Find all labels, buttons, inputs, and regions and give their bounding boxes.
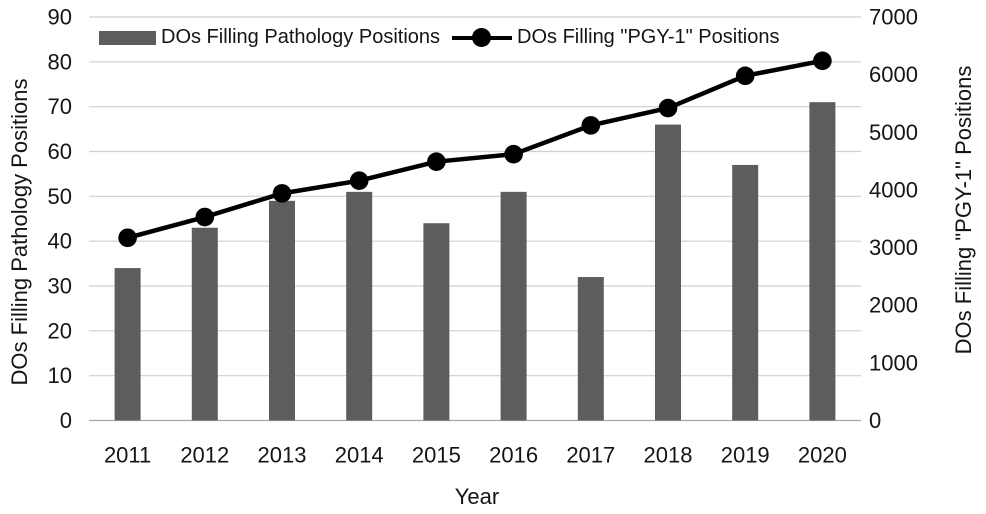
y-right-tick-3000: 3000 [869,235,918,260]
line-point-2020 [813,51,832,71]
line-point-2014 [349,171,369,191]
line-point-2019 [735,66,755,86]
y-left-tick-10: 10 [48,363,72,388]
y-axis-title-right: DOs Filling "PGY-1" Positions [951,65,976,355]
y-left-tick-80: 80 [48,49,72,74]
legend-label-line-series: DOs Filling "PGY-1" Positions [517,26,780,48]
y-left-tick-60: 60 [48,139,72,164]
x-tick-2020: 2020 [798,443,847,468]
bar-2011 [114,268,141,421]
y-right-tick-1000: 1000 [869,350,918,375]
y-axis-title-left: DOs Filling Pathology Positions [7,78,32,386]
y-left-tick-70: 70 [48,94,72,119]
bar-2018 [655,124,681,421]
x-tick-2012: 2012 [180,443,229,468]
bar-2015 [423,223,450,421]
y-left-tick-30: 30 [48,274,72,299]
y-right-tick-7000: 7000 [869,5,918,30]
y-right-tick-0: 0 [869,408,881,433]
line-point-2016 [504,144,523,164]
y-right-tick-5000: 5000 [869,120,918,145]
y-left-tick-40: 40 [48,229,72,254]
y-left-tick-0: 0 [60,408,72,433]
line-point-2012 [195,207,215,227]
legend-label-bar-series: DOs Filling Pathology Positions [161,26,441,48]
x-tick-2018: 2018 [644,443,693,468]
bar-2014 [346,191,373,421]
bar-series-swatch [99,30,156,45]
y-left-tick-90: 90 [48,5,72,30]
bar-2020 [809,102,836,421]
bar-2019 [732,164,759,421]
line-series [125,58,825,241]
x-tick-2019: 2019 [721,443,770,468]
x-tick-2015: 2015 [412,443,461,468]
x-tick-2013: 2013 [258,443,307,468]
line-point-2018 [658,98,678,118]
line-point-2013 [272,184,292,203]
line-point-2011 [118,228,137,248]
y-right-tick-4000: 4000 [869,177,918,202]
x-tick-2011: 2011 [104,443,151,468]
bar-2016 [500,191,527,421]
line-point-2015 [427,152,446,171]
x-tick-2014: 2014 [335,443,384,468]
legend: DOs Filling Pathology Positions DOs Fill… [99,26,779,49]
line-point-2017 [581,116,601,135]
x-axis-title: Year [454,484,500,509]
x-tick-2017: 2017 [566,443,615,468]
y-left-tick-50: 50 [48,184,72,209]
line-series-marker-icon [452,27,513,48]
bar-2012 [191,227,218,421]
y-right-tick-2000: 2000 [869,293,918,318]
legend-item-bar-series: DOs Filling Pathology Positions [99,26,440,49]
y-left-tick-20: 20 [48,318,72,343]
line-marker-dot [472,27,492,47]
bar-2013 [269,200,295,421]
legend-item-line-series: DOs Filling "PGY-1" Positions [452,26,779,49]
y-right-tick-6000: 6000 [869,62,918,87]
x-tick-2016: 2016 [489,443,538,468]
bar-2017 [577,277,604,421]
